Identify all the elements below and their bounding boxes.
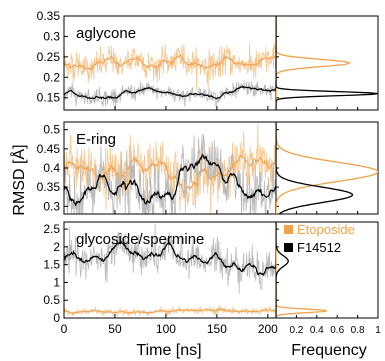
y-tick-label: 2.5 [43, 222, 60, 236]
histogram [276, 222, 328, 318]
series-line-etoposide [64, 54, 276, 70]
panel-label: E-ring [76, 131, 116, 148]
series-raw-f14512 [64, 223, 276, 294]
x-tick-label: 50 [108, 322, 122, 336]
y-tick-label: 0.4 [43, 161, 60, 175]
x-tick-label: 200 [258, 322, 278, 336]
y-tick-label: 0.25 [37, 50, 61, 64]
panel-aglycone: 0.35 0.3 0.25 0.2 0.15 aglycone [37, 9, 379, 111]
y-tick-label: 1.5 [43, 258, 60, 272]
panels: 0.350.30.250.20.15aglycone0.50.450.40.35… [37, 9, 382, 336]
time-series-area [64, 41, 276, 110]
y-tick-label: 0.45 [37, 142, 61, 156]
series-line-f14512 [64, 153, 276, 207]
hist-x-tick-label: 0.2 [289, 325, 303, 336]
x-tick-label: 100 [156, 322, 176, 336]
panel-label: glycoside/spermine [76, 231, 204, 248]
hist-curve-f14512 [276, 16, 378, 110]
hist-x-tick-label: 0.6 [330, 325, 344, 336]
y-tick-label: 0.35 [37, 180, 61, 194]
histogram [276, 16, 378, 110]
hist-x-tick-label: 0.4 [310, 325, 324, 336]
series-raw-etoposide [64, 41, 276, 91]
legend-swatch-etoposide [284, 225, 293, 234]
hist-curve-etoposide [276, 122, 378, 214]
y-tick-label: 0.5 [43, 293, 60, 307]
y-tick-label: 0.3 [43, 199, 60, 213]
y-tick-label: 0.5 [43, 123, 60, 137]
panel-e-ring: 0.5 0.45 0.4 0.35 0.3 E-ring [37, 121, 379, 215]
series-line-f14512 [64, 85, 276, 100]
hist-curve-f14512 [276, 122, 354, 214]
y-tick-label: 0.15 [37, 91, 61, 105]
series-line-etoposide [64, 308, 276, 314]
series-raw-f14512 [64, 134, 276, 214]
legend-swatch-f14512 [284, 243, 293, 252]
y-tick-label: 0.35 [37, 9, 61, 23]
hist-curve-f14512 [276, 222, 289, 318]
y-tick-label: 0.2 [43, 70, 60, 84]
axis-labels: RMSD [Å] Time [ns] Frequency [9, 144, 367, 359]
x-tick-label: 0 [61, 322, 68, 336]
legend-label-f14512: F14512 [297, 240, 341, 255]
legend-label-etoposide: Etoposide [297, 222, 355, 237]
y-tick-label: 0 [53, 311, 60, 325]
legend: Etoposide F14512 [284, 222, 355, 255]
y-axis-title: RMSD [Å] [9, 144, 28, 215]
hist-x-axis-title: Frequency [291, 342, 367, 359]
panel-label: aglycone [76, 25, 136, 42]
histogram [276, 122, 378, 214]
time-series-area [64, 223, 276, 317]
time-series-area [64, 122, 276, 214]
hist-panel-frame [275, 121, 379, 215]
hist-curve-etoposide [276, 16, 351, 110]
x-tick-label: 150 [207, 322, 227, 336]
x-axis-title: Time [ns] [136, 342, 201, 359]
series-line-f14512 [64, 240, 276, 277]
hist-x-tick-label: 1 [375, 325, 381, 336]
y-tick-label: 2 [53, 240, 60, 254]
hist-x-tick-label: 0.8 [351, 325, 365, 336]
y-tick-label: 0.3 [43, 29, 60, 43]
y-tick-label: 1 [53, 275, 60, 289]
series-raw-etoposide [64, 122, 276, 214]
panel-glycoside-spermine: 2.5 2 1.5 1 0.5 00 50 100 150 200 0.2 0.4 0.6 0.8 1 gly… [43, 221, 381, 336]
